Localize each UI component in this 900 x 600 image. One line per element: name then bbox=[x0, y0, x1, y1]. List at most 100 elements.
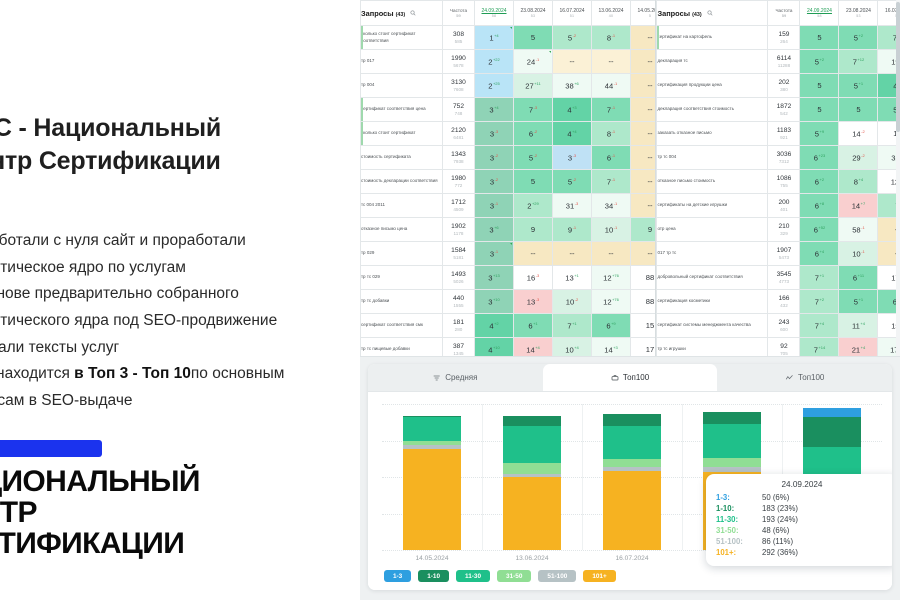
table-scrollbar[interactable] bbox=[896, 0, 900, 356]
position-cell[interactable]: 4+4 bbox=[552, 121, 592, 146]
col-frequency-right[interactable]: Частота 59 bbox=[767, 0, 801, 26]
table-row[interactable]: заказать отказное письмо11839215+914-216… bbox=[656, 121, 900, 146]
position-cell[interactable]: 6+23 bbox=[799, 145, 840, 170]
legend-item-11-30[interactable]: 11-30 bbox=[456, 570, 491, 582]
bar-segment-31-50[interactable] bbox=[603, 458, 661, 468]
position-cell[interactable]: 29-2 bbox=[838, 145, 879, 170]
keyword-cell[interactable]: тр тс пищевые добавки bbox=[360, 337, 443, 356]
keyword-cell[interactable]: декларация соответствия стоимость bbox=[656, 97, 769, 122]
col-keywords-right[interactable]: Запросы (43) bbox=[656, 0, 769, 26]
position-cell[interactable]: 11+4 bbox=[838, 313, 879, 338]
table-row[interactable]: добровольный сертификат соответствия 3545… bbox=[656, 265, 900, 290]
position-cell[interactable]: 44-1 bbox=[591, 73, 631, 98]
keyword-cell[interactable]: сертификат системы менеджмента качества bbox=[656, 313, 769, 338]
keyword-cell[interactable]: добровольный сертификат соответствия bbox=[656, 265, 769, 290]
bar-segment-51-100[interactable] bbox=[703, 466, 761, 472]
position-cell[interactable]: 5-2 bbox=[552, 25, 592, 50]
position-cell[interactable]: 5+2 bbox=[838, 25, 879, 50]
position-cell[interactable]: 15-3 bbox=[877, 313, 900, 338]
table-row[interactable]: тр тс 029 1493 5026 3+13 16-3 13+1 12+76 88 bbox=[360, 265, 656, 290]
position-cell[interactable]: 31-3 bbox=[552, 193, 592, 218]
bar-segment-31-50[interactable] bbox=[503, 462, 561, 475]
position-cell[interactable]: 5 bbox=[799, 97, 840, 122]
table-row[interactable]: сертификация продукции цена20238055+14-4… bbox=[656, 73, 900, 98]
position-cell[interactable]: 3-3 bbox=[552, 145, 592, 170]
table-row[interactable]: отказное письмо цена 1902 1178 3+6 9 9-1 10-1 9 bbox=[360, 217, 656, 242]
position-cell[interactable]: 3-2 bbox=[474, 145, 514, 170]
position-cell[interactable]: 3+10 bbox=[474, 289, 514, 314]
tab-average[interactable]: Средняя bbox=[368, 364, 543, 391]
position-cell[interactable]: 3-2 bbox=[474, 169, 514, 194]
table-row[interactable]: тр 017 1990 5678 2+22 24-1 -- -- -- bbox=[360, 49, 656, 74]
position-cell[interactable]: 15 bbox=[630, 313, 656, 338]
stacked-bar[interactable] bbox=[403, 415, 461, 550]
table-row[interactable]: тс 004 2011 1712 4509 3-1 2+29 31-3 34-1 -- bbox=[360, 193, 656, 218]
keyword-table-left-wrapper[interactable]: Запросы (43) Частота 59 bbox=[360, 0, 656, 356]
legend-item-1-10[interactable]: 1-10 bbox=[418, 570, 450, 582]
col-keywords-left[interactable]: Запросы (43) bbox=[360, 0, 443, 26]
keyword-cell[interactable]: тр тс 029 bbox=[360, 265, 443, 290]
table-scrollbar-thumb[interactable] bbox=[896, 2, 900, 132]
table-row[interactable]: декларация соответствия стоимость 1872 542… bbox=[656, 97, 900, 122]
position-cell[interactable]: 5 bbox=[513, 25, 553, 50]
position-cell[interactable]: 17-13 bbox=[877, 337, 900, 356]
position-cell[interactable]: 4+3 bbox=[552, 97, 592, 122]
position-cell[interactable]: 3+6 bbox=[474, 217, 514, 242]
keyword-cell[interactable]: стоимость сертификата bbox=[360, 145, 443, 170]
position-cell[interactable]: 24-1 bbox=[513, 49, 553, 74]
bar-segment-31-50[interactable] bbox=[403, 440, 461, 445]
bar-segment-1-3[interactable] bbox=[803, 408, 861, 417]
position-cell[interactable]: 6+3 bbox=[877, 289, 900, 314]
tab-top100-bars[interactable]: Топ100 bbox=[542, 364, 718, 391]
bar-segment-1-10[interactable] bbox=[703, 412, 761, 425]
legend-item-101+[interactable]: 101+ bbox=[583, 570, 616, 582]
position-cell[interactable]: 14-2 bbox=[838, 121, 879, 146]
position-cell[interactable]: 5-2 bbox=[552, 169, 592, 194]
position-cell[interactable]: 6+8 bbox=[799, 193, 840, 218]
keyword-cell[interactable]: тр тс игрушки bbox=[656, 337, 769, 356]
search-icon[interactable] bbox=[410, 9, 416, 18]
stacked-bar[interactable] bbox=[503, 416, 561, 551]
bar-segment-11-30[interactable] bbox=[503, 425, 561, 463]
keyword-cell[interactable]: тр тс 004 bbox=[656, 145, 769, 170]
table-row[interactable]: сертификат системы менеджмента качества 2… bbox=[656, 313, 900, 338]
position-cell[interactable]: -- bbox=[552, 49, 592, 74]
position-cell[interactable]: 10-1 bbox=[591, 217, 631, 242]
position-cell[interactable]: 5+9 bbox=[799, 121, 840, 146]
keyword-cell[interactable]: сертификаты на детские игрушки bbox=[656, 193, 769, 218]
keyword-table-right-wrapper[interactable]: Запросы (43) Частота 59 bbox=[655, 0, 900, 356]
position-cell[interactable]: 10-1 bbox=[838, 241, 879, 266]
position-cell[interactable]: 3+4 bbox=[474, 97, 514, 122]
position-cell[interactable]: -- bbox=[630, 25, 656, 50]
keyword-cell[interactable]: тр 017 bbox=[360, 49, 443, 74]
keyword-cell[interactable]: сертификат соответствия смк bbox=[360, 313, 443, 338]
col-date-left-1[interactable]: 23.08.2024 53 bbox=[513, 0, 553, 26]
position-cell[interactable]: 14+3 bbox=[591, 337, 631, 356]
table-row[interactable]: тр тс пищевые добавки 387 1345 4+10 14+4 10+4… bbox=[360, 337, 656, 356]
position-cell[interactable]: 4+10 bbox=[474, 337, 514, 356]
position-cell[interactable]: 12+1 bbox=[877, 169, 900, 194]
position-cell[interactable]: 5 bbox=[799, 73, 840, 98]
bar-segment-51-100[interactable] bbox=[603, 467, 661, 472]
search-icon[interactable] bbox=[707, 9, 713, 18]
table-row[interactable]: сертификаты на детские игрушки 200 401 6+8 1… bbox=[656, 193, 900, 218]
position-cell[interactable]: 6-1 bbox=[591, 145, 631, 170]
col-date-left-0[interactable]: 24.09.2024 58 bbox=[474, 0, 514, 26]
bar-segment-1-10[interactable] bbox=[403, 415, 461, 417]
bar-slot[interactable] bbox=[582, 404, 682, 550]
position-cell[interactable]: 6+52 bbox=[799, 217, 840, 242]
keyword-cell[interactable]: сколько стоит сертификат соответствия bbox=[360, 25, 443, 50]
tab-top100-line[interactable]: Топ100 bbox=[717, 364, 892, 391]
position-cell[interactable]: 21+4 bbox=[838, 337, 879, 356]
table-row[interactable]: отказное письмо стоимость 1086 755 6+2 8+4 12… bbox=[656, 169, 900, 194]
table-row[interactable]: сколько стоит сертификат соответствия 308… bbox=[360, 25, 656, 50]
col-date-left-3[interactable]: 13.06.2024 40 bbox=[591, 0, 631, 26]
position-cell[interactable]: 31-4 bbox=[877, 145, 900, 170]
position-cell[interactable]: 6-2 bbox=[513, 121, 553, 146]
legend-item-1-3[interactable]: 1-3 bbox=[384, 570, 412, 582]
position-cell[interactable]: 5+1 bbox=[838, 289, 879, 314]
